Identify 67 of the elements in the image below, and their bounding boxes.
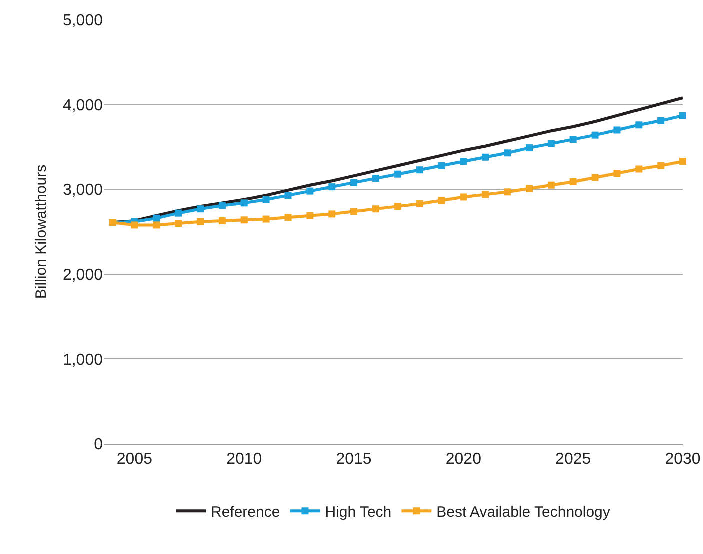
point xyxy=(197,218,204,226)
x-tick-label: 2030 xyxy=(665,451,701,468)
y-tick-label: 5,000 xyxy=(62,12,104,30)
point xyxy=(680,158,686,166)
point xyxy=(658,117,665,124)
point xyxy=(350,208,358,216)
x-tick-label: 2025 xyxy=(556,451,592,468)
point xyxy=(416,166,424,174)
x-tick-label: 2005 xyxy=(116,451,153,468)
point xyxy=(394,203,402,210)
point xyxy=(570,136,577,144)
y-tick-label: 4,000 xyxy=(62,97,104,114)
point xyxy=(240,200,248,207)
point xyxy=(504,188,512,196)
point xyxy=(570,178,577,186)
point xyxy=(218,202,226,210)
point xyxy=(175,210,182,217)
legend-label: Reference xyxy=(211,504,280,521)
point xyxy=(614,170,621,177)
point xyxy=(438,197,446,204)
y-tick-label: 0 xyxy=(94,436,104,454)
point xyxy=(328,184,336,191)
legend-label: High Tech xyxy=(325,504,392,521)
point xyxy=(460,194,468,201)
point xyxy=(175,220,182,228)
point xyxy=(284,214,292,222)
point xyxy=(372,175,380,182)
point xyxy=(328,210,336,218)
point xyxy=(131,222,138,229)
point xyxy=(394,170,402,178)
point xyxy=(680,112,686,120)
point xyxy=(482,154,490,161)
point xyxy=(636,166,643,173)
point xyxy=(350,179,358,186)
point xyxy=(218,217,226,224)
point xyxy=(153,214,160,222)
y-tick-label: 2,000 xyxy=(62,267,104,284)
x-tick-label: 2015 xyxy=(336,451,372,468)
point xyxy=(438,162,446,170)
point xyxy=(153,222,160,229)
x-tick-label: 2020 xyxy=(446,451,482,468)
point xyxy=(306,188,314,195)
point xyxy=(592,174,599,182)
point xyxy=(262,216,270,223)
point xyxy=(197,206,204,213)
point xyxy=(460,158,468,166)
point xyxy=(482,191,490,198)
point xyxy=(372,206,380,213)
y-tick-label: 1,000 xyxy=(62,352,104,369)
point xyxy=(614,126,621,134)
point xyxy=(284,192,292,200)
point xyxy=(526,185,533,192)
y-tick-label: 3,000 xyxy=(62,182,104,200)
point xyxy=(548,140,555,148)
point xyxy=(262,196,270,204)
point xyxy=(240,216,248,224)
y-axis-title: Billion Kilowatthours xyxy=(33,164,50,300)
point xyxy=(658,162,665,170)
x-tick-label: 2010 xyxy=(226,451,262,468)
point xyxy=(592,132,599,139)
point xyxy=(636,122,643,129)
point xyxy=(306,212,314,220)
point xyxy=(526,144,533,152)
point xyxy=(548,182,555,189)
legend-label: Best Available Technology xyxy=(436,504,611,521)
point xyxy=(416,200,424,208)
point xyxy=(504,150,512,157)
